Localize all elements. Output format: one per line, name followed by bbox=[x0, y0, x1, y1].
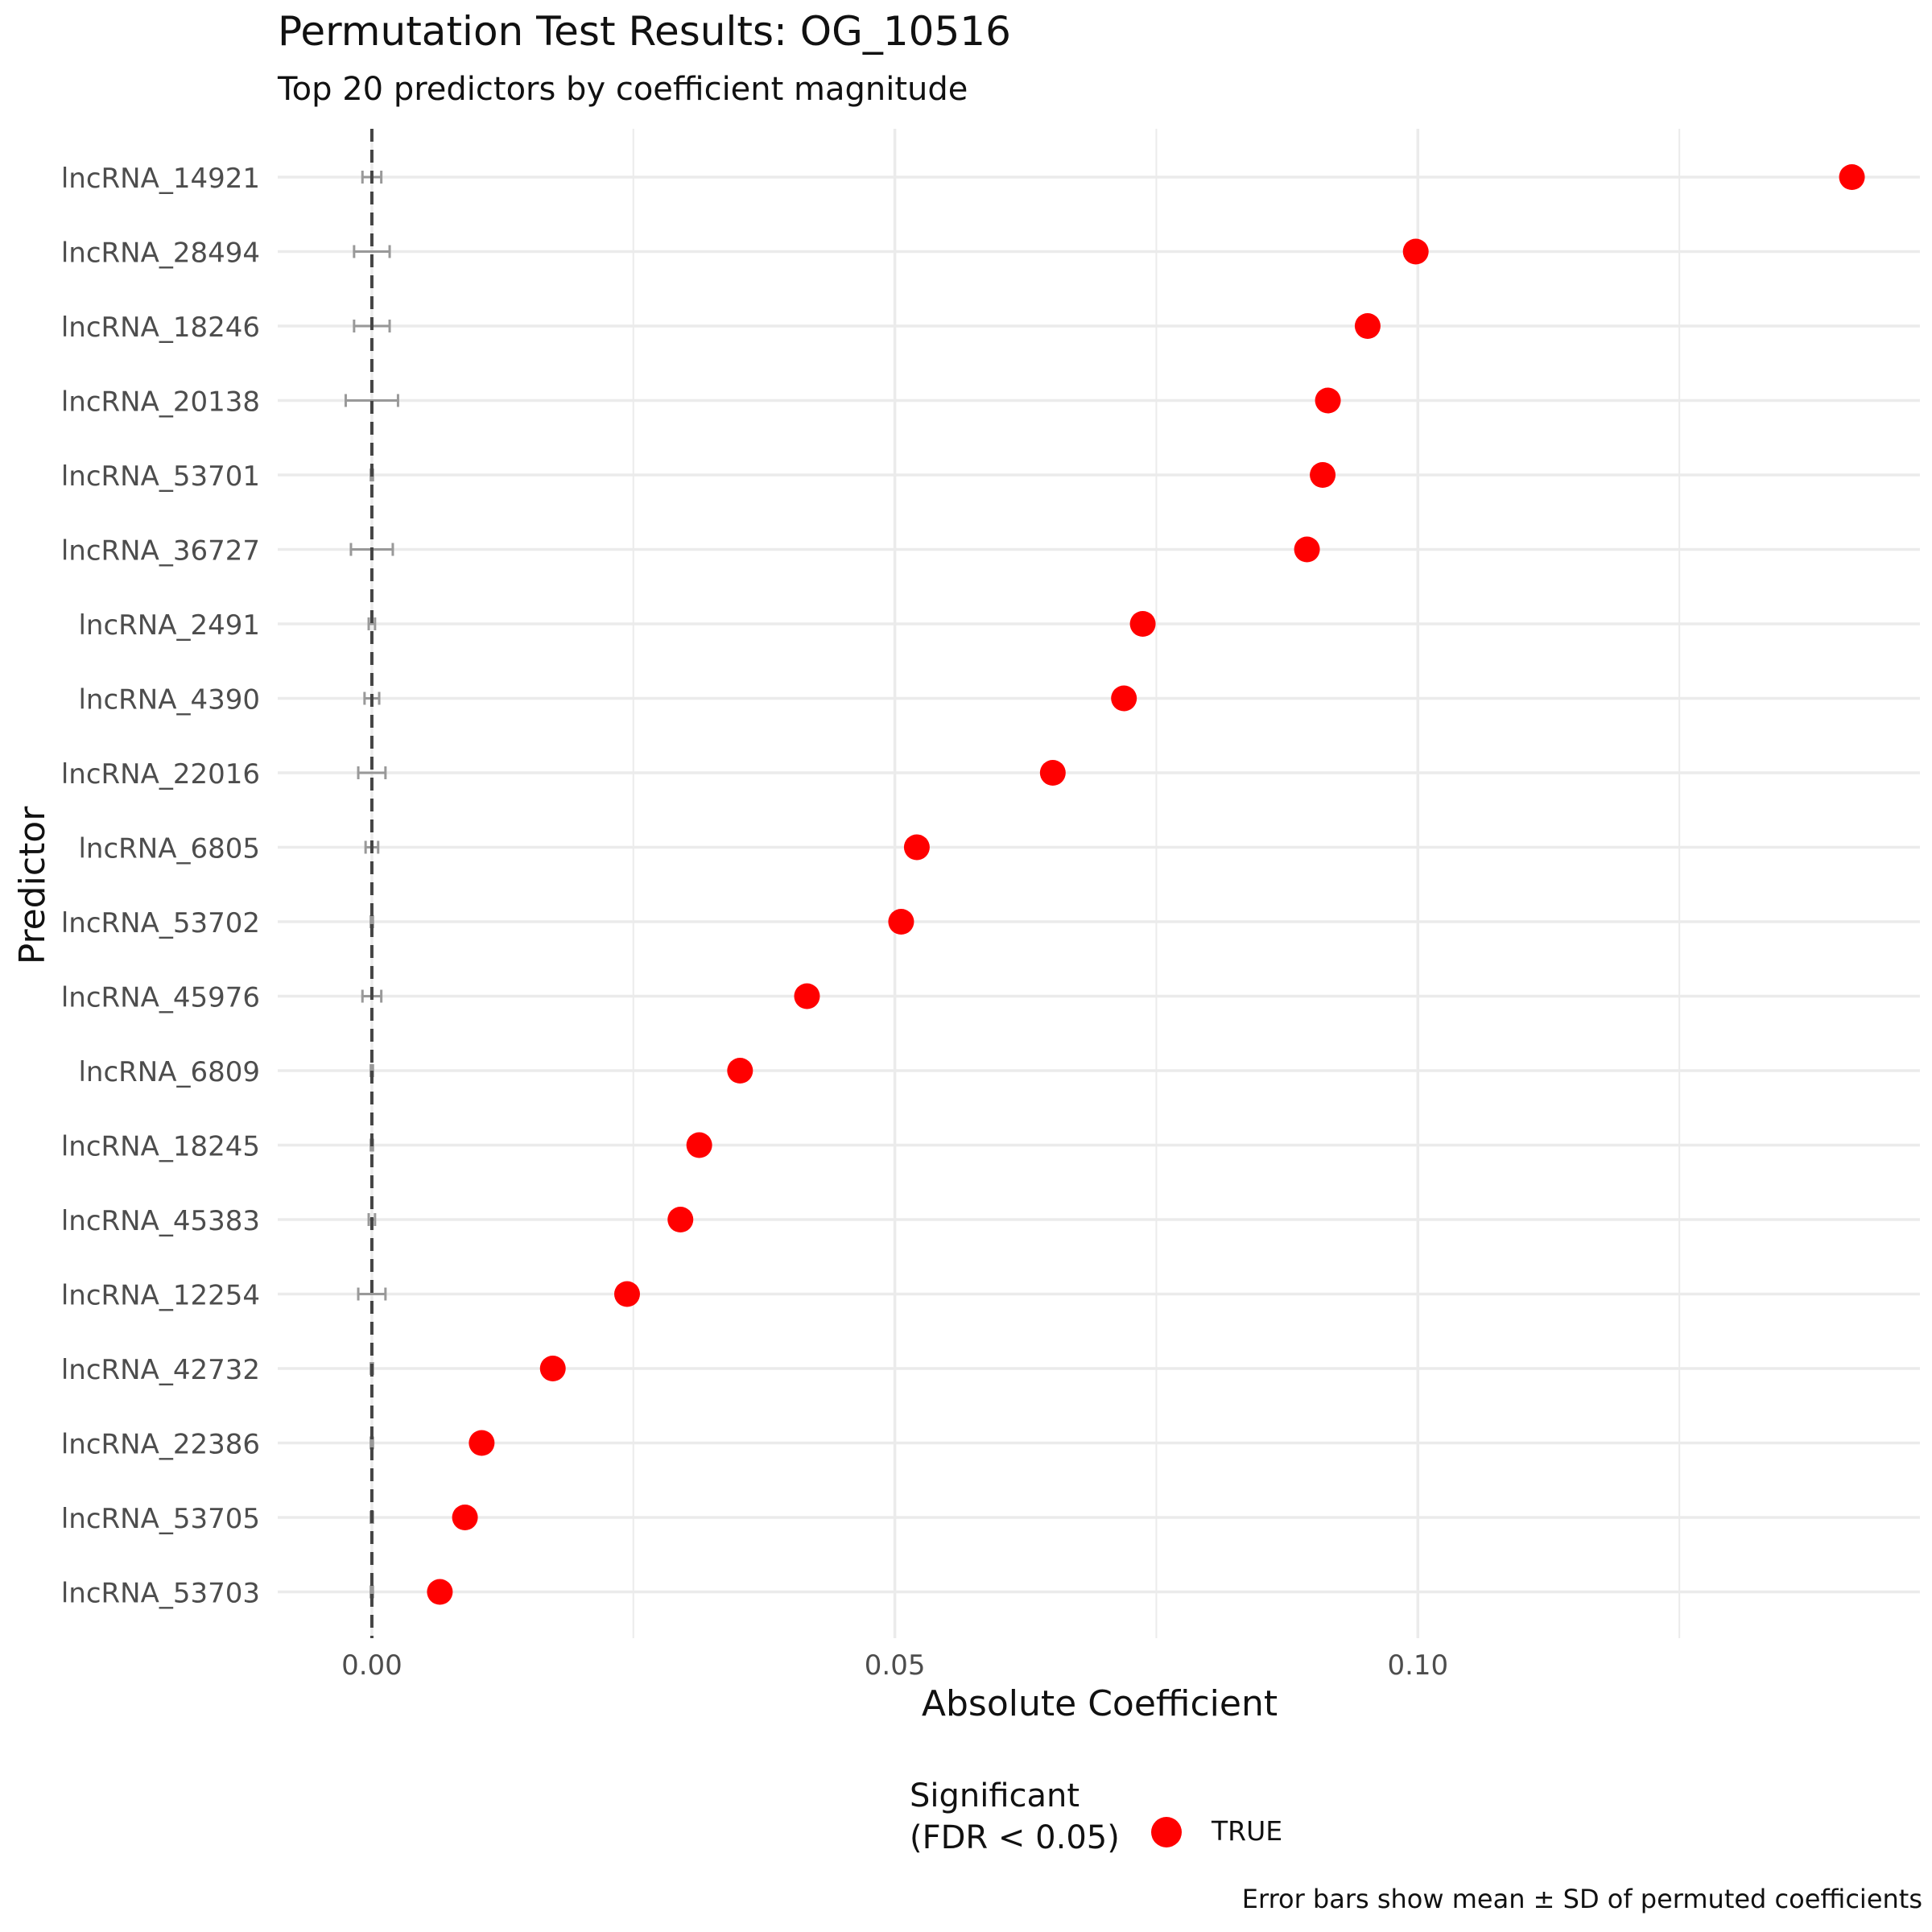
point-lncRNA_22016 bbox=[1039, 760, 1066, 786]
error-bar bbox=[344, 394, 399, 407]
point-lncRNA_53701 bbox=[1310, 462, 1336, 488]
point-lncRNA_14921 bbox=[1839, 164, 1865, 190]
y-tick-label: lncRNA_14921 bbox=[61, 163, 260, 195]
legend-label-true: TRUE bbox=[1212, 1815, 1283, 1847]
y-tick-label: lncRNA_53702 bbox=[61, 907, 260, 939]
grid-layer bbox=[278, 129, 1920, 1638]
point-lncRNA_53705 bbox=[452, 1505, 478, 1530]
point-lncRNA_18246 bbox=[1354, 313, 1381, 339]
point-lncRNA_28494 bbox=[1402, 238, 1429, 265]
x-tick-labels: 0.00 0.05 0.10 bbox=[341, 1649, 1448, 1682]
y-tick-label: lncRNA_42732 bbox=[61, 1354, 260, 1386]
legend-key-true bbox=[1151, 1817, 1182, 1847]
point-lncRNA_12254 bbox=[613, 1281, 640, 1307]
x-tick-label: 0.00 bbox=[341, 1649, 402, 1682]
chart-caption: Error bars show mean ± SD of permuted co… bbox=[1241, 1884, 1922, 1914]
point-lncRNA_18245 bbox=[686, 1132, 712, 1158]
y-tick-label: lncRNA_22386 bbox=[61, 1429, 260, 1461]
points bbox=[427, 164, 1865, 1605]
y-tick-label: lncRNA_4390 bbox=[78, 684, 260, 716]
point-lncRNA_2491 bbox=[1129, 611, 1156, 637]
point-lncRNA_45383 bbox=[667, 1207, 694, 1232]
y-tick-label: lncRNA_20138 bbox=[61, 386, 260, 419]
point-lncRNA_6809 bbox=[727, 1058, 753, 1084]
point-lncRNA_20138 bbox=[1315, 387, 1341, 414]
y-tick-label: lncRNA_2491 bbox=[78, 609, 260, 642]
x-axis-title: Absolute Coefficient bbox=[922, 1683, 1278, 1724]
y-tick-labels: lncRNA_14921 lncRNA_28494 lncRNA_18246 lncR… bbox=[61, 163, 260, 1610]
y-tick-label: lncRNA_36727 bbox=[61, 535, 260, 568]
y-tick-label: lncRNA_53703 bbox=[61, 1578, 260, 1610]
point-lncRNA_36727 bbox=[1294, 536, 1320, 563]
y-tick-label: lncRNA_28494 bbox=[61, 237, 260, 270]
y-tick-label: lncRNA_18245 bbox=[61, 1131, 260, 1163]
error-bar bbox=[357, 1287, 387, 1301]
chart-subtitle: Top 20 predictors by coefficient magnitu… bbox=[278, 71, 968, 108]
y-tick-label: lncRNA_45383 bbox=[61, 1205, 260, 1237]
error-bar bbox=[357, 766, 387, 779]
x-tick-label: 0.10 bbox=[1387, 1649, 1448, 1682]
point-lncRNA_42732 bbox=[539, 1356, 566, 1381]
y-tick-label: lncRNA_53701 bbox=[61, 460, 260, 493]
error-bar bbox=[353, 245, 391, 258]
chart-title: Permutation Test Results: OG_10516 bbox=[278, 8, 1011, 55]
y-tick-label: lncRNA_53705 bbox=[61, 1503, 260, 1535]
legend-title: Significant (FDR < 0.05) bbox=[910, 1777, 1120, 1856]
y-tick-label: lncRNA_18246 bbox=[61, 312, 260, 344]
y-tick-label: lncRNA_6805 bbox=[78, 833, 260, 865]
point-lncRNA_53703 bbox=[427, 1579, 453, 1605]
point-lncRNA_22386 bbox=[469, 1430, 495, 1456]
y-tick-label: lncRNA_12254 bbox=[61, 1280, 260, 1312]
error-bar bbox=[367, 617, 377, 630]
point-lncRNA_4390 bbox=[1111, 685, 1137, 712]
x-tick-label: 0.05 bbox=[865, 1649, 926, 1682]
y-axis-title: Predictor bbox=[12, 806, 53, 964]
point-lncRNA_6805 bbox=[903, 834, 930, 861]
y-tick-label: lncRNA_22016 bbox=[61, 758, 260, 791]
y-tick-label: lncRNA_45976 bbox=[61, 982, 260, 1014]
point-lncRNA_45976 bbox=[794, 983, 820, 1009]
point-lncRNA_53702 bbox=[888, 909, 914, 935]
y-tick-label: lncRNA_6809 bbox=[78, 1056, 260, 1088]
